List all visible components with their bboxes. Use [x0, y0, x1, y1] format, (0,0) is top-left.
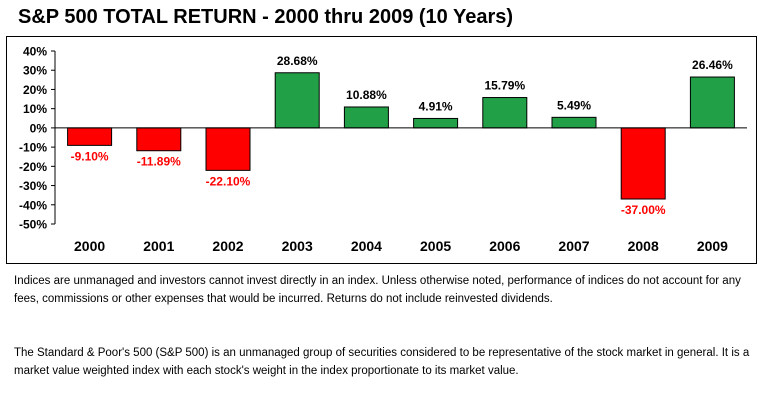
y-axis: 40% 30% 20% 10% 0% -10% -20% -30% -40% -50% — [19, 45, 56, 232]
footnotes: Indices are unmanaged and investors cann… — [14, 272, 754, 380]
data-label-2005: 4.91% — [419, 99, 453, 113]
bar-2009 — [689, 76, 735, 129]
data-label-2001: -11.89% — [137, 155, 181, 169]
bar-2003 — [274, 72, 320, 129]
data-label-2009: 26.46% — [692, 58, 733, 72]
bar-2004 — [343, 106, 389, 129]
data-labels: -9.10% -11.89% -22.10% 28.68% 10.88% 4.91% 15.… — [71, 54, 733, 217]
data-label-2000: -9.10% — [71, 149, 109, 163]
bar-chart: 40% 30% 20% 10% 0% -10% -20% -30% -40% -50% -9.10… — [19, 45, 747, 254]
y-tick-label: 40% — [23, 45, 47, 59]
y-tick-label: -40% — [19, 198, 47, 212]
y-tick-label: 30% — [23, 64, 47, 78]
definition-text: The Standard & Poor's 500 (S&P 500) is a… — [14, 347, 750, 377]
bar-2000 — [67, 127, 113, 146]
x-tick-label-2004: 2004 — [351, 238, 382, 254]
page-title: S&P 500 TOTAL RETURN - 2000 thru 2009 (1… — [18, 6, 514, 28]
y-tick-label: -20% — [19, 160, 47, 174]
bar-2002 — [205, 127, 251, 171]
data-label-2008: -37.00% — [621, 203, 666, 217]
bar-2001 — [136, 127, 182, 152]
x-tick-label-2009: 2009 — [697, 238, 728, 254]
x-tick-label-2006: 2006 — [489, 238, 520, 254]
y-tick-label: 20% — [23, 83, 47, 97]
data-label-2007: 5.49% — [557, 98, 591, 112]
y-tick-label: 0% — [30, 121, 48, 135]
bar-2005 — [413, 117, 459, 129]
data-label-2006: 15.79% — [484, 79, 525, 93]
y-tick-label: -30% — [19, 179, 47, 193]
x-tick-label-2008: 2008 — [628, 238, 659, 254]
bar-2006 — [482, 97, 528, 129]
x-tick-label-2000: 2000 — [74, 238, 105, 254]
x-tick-label-2005: 2005 — [420, 238, 451, 254]
data-label-2003: 28.68% — [277, 54, 318, 68]
bar-2008 — [620, 127, 666, 200]
chart-frame: 40% 30% 20% 10% 0% -10% -20% -30% -40% -50% -9.10… — [6, 36, 757, 264]
y-tick-label: 10% — [23, 102, 47, 116]
disclaimer-text: Indices are unmanaged and investors cann… — [14, 275, 741, 305]
data-label-2002: -22.10% — [206, 174, 251, 188]
x-tick-label-2001: 2001 — [143, 238, 174, 254]
x-tick-label-2003: 2003 — [282, 238, 313, 254]
y-tick-label: -10% — [19, 141, 47, 155]
x-tick-label-2007: 2007 — [558, 238, 589, 254]
y-tick-label: -50% — [19, 218, 47, 232]
data-label-2004: 10.88% — [346, 88, 387, 102]
x-tick-label-2002: 2002 — [212, 238, 243, 254]
x-axis: 2000 2001 2002 2003 2004 2005 2006 2007 2008 2009 — [55, 127, 747, 254]
bars — [67, 72, 735, 200]
bar-2007 — [551, 116, 597, 129]
